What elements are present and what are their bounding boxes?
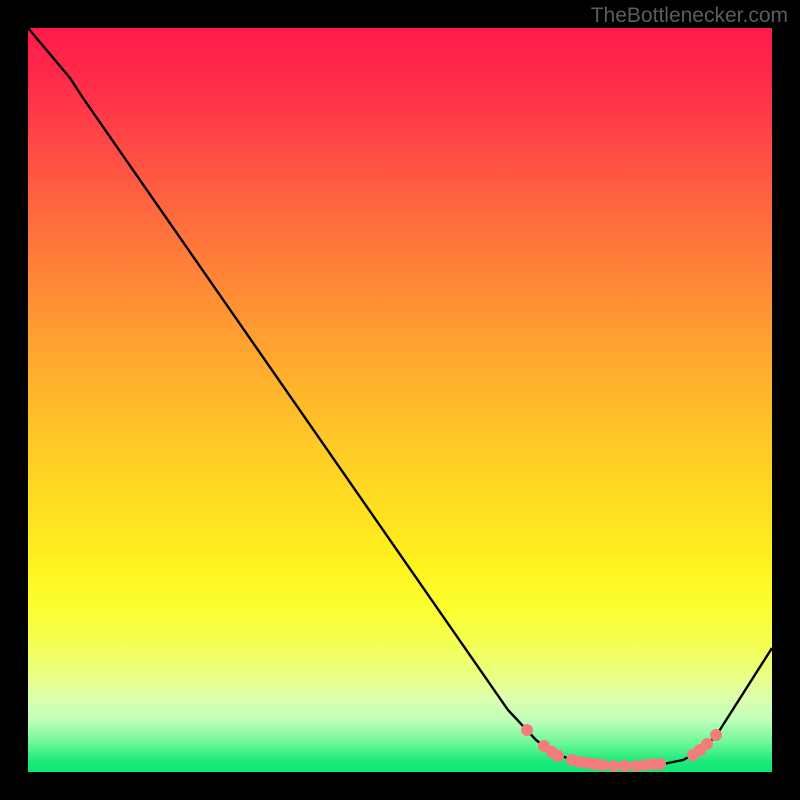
marker-group: [522, 725, 722, 772]
data-point-marker: [522, 725, 533, 736]
bottleneck-curve: [28, 28, 772, 766]
data-point-marker: [702, 739, 713, 750]
data-point-marker: [620, 761, 631, 772]
curve-layer: [28, 28, 772, 772]
data-point-marker: [655, 759, 666, 770]
watermark-text: TheBottleneсker.com: [591, 4, 788, 28]
data-point-marker: [609, 761, 620, 772]
data-point-marker: [711, 730, 722, 741]
data-point-marker: [553, 751, 564, 762]
plot-area: [28, 28, 772, 772]
chart-container: TheBottleneсker.com: [0, 0, 800, 800]
data-point-marker: [598, 760, 609, 771]
